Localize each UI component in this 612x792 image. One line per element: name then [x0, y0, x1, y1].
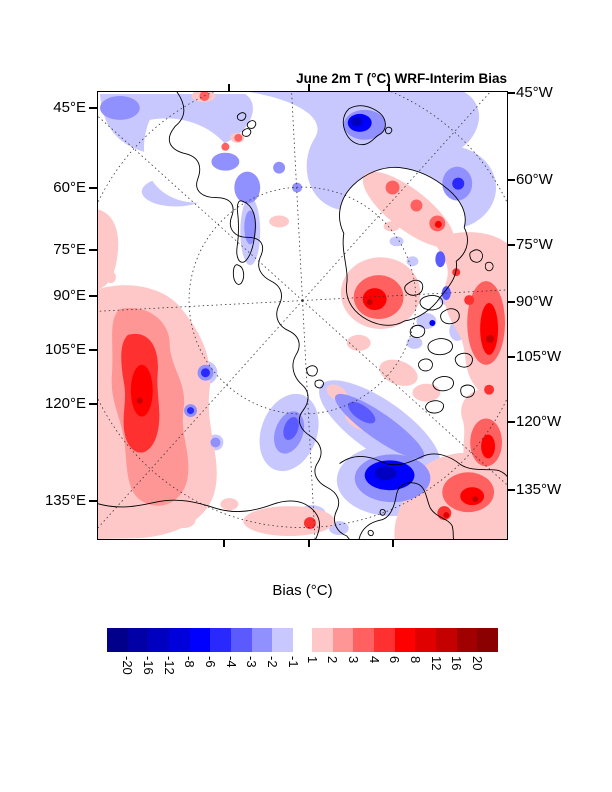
left-axis-label: 45°E — [53, 99, 86, 116]
legend-tick-label: 8 — [407, 656, 423, 664]
legend-color-segment — [415, 628, 437, 652]
right-axis-label: 105°W — [516, 348, 562, 365]
bottom-tick-mark — [223, 540, 225, 547]
left-tick-mark — [89, 500, 97, 502]
top-tick-mark — [388, 84, 390, 91]
legend-tick-label: 4 — [366, 656, 382, 664]
legend-color-segment — [272, 628, 294, 652]
map-frame — [97, 91, 508, 540]
legend-color-segment — [477, 628, 499, 652]
legend-tick-label: 12 — [428, 656, 444, 671]
legend-color-segment — [251, 628, 273, 652]
right-tick-mark — [507, 489, 515, 491]
left-axis-label: 60°E — [53, 179, 86, 196]
right-tick-mark — [507, 301, 515, 303]
right-tick-mark — [507, 244, 515, 246]
top-tick-mark — [308, 84, 310, 91]
legend-color-segment — [456, 628, 478, 652]
legend-tick-label: 6 — [387, 656, 403, 664]
legend-color-segment — [332, 628, 354, 652]
left-axis-label: 90°E — [53, 287, 86, 304]
legend-color-segment — [231, 628, 252, 652]
legend-color-segment — [374, 628, 395, 652]
coastlines — [98, 92, 507, 539]
right-axis-label: 75°W — [516, 236, 553, 253]
legend-color-segment — [436, 628, 457, 652]
right-tick-mark — [507, 356, 515, 358]
right-axis-label: 60°W — [516, 171, 553, 188]
left-axis-label: 135°E — [44, 492, 86, 509]
left-tick-mark — [89, 295, 97, 297]
legend-tick-label: 3 — [345, 656, 361, 664]
legend-tick-label: -20 — [120, 656, 136, 675]
legend-color-segment — [394, 628, 416, 652]
left-axis-label: 75°E — [53, 241, 86, 258]
left-tick-mark — [89, 107, 97, 109]
legend-tick-label: -4 — [223, 656, 239, 668]
legend-tick-label: 20 — [469, 656, 485, 671]
legend-tick-label: -12 — [161, 656, 177, 675]
legend-color-segment — [127, 628, 149, 652]
right-tick-mark — [507, 179, 515, 181]
legend-tick-label: 2 — [325, 656, 341, 664]
legend-tick-label: -6 — [202, 656, 218, 668]
legend-tick-labels: -20 -16 -12 -8 -6 -4 -3 -2 -1 1 2 3 4 6 8 12 16 20 — [107, 656, 499, 690]
right-tick-mark — [507, 92, 515, 94]
legend-tick-label: -1 — [285, 656, 301, 668]
left-axis-label: 120°E — [44, 395, 86, 412]
greenland-blue-specks — [389, 236, 419, 267]
top-tick-mark — [228, 84, 230, 91]
map-title: June 2m T (°C) WRF-Interim Bias — [296, 71, 507, 86]
legend-color-segment — [353, 628, 375, 652]
legend-color-segment — [107, 628, 128, 652]
right-axis-label: 120°W — [516, 413, 562, 430]
legend-tick-label: -16 — [140, 656, 156, 675]
contour-fills-strong-red — [111, 92, 506, 530]
legend-color-segment — [312, 628, 333, 652]
legend-tick-label: -3 — [244, 656, 260, 668]
legend-tick-label: -2 — [264, 656, 280, 668]
legend-negative-colorbar — [107, 628, 294, 652]
left-tick-mark — [89, 349, 97, 351]
left-axis-label: 105°E — [44, 341, 86, 358]
legend-tick-label: 1 — [304, 656, 320, 664]
right-axis-label: 45°W — [516, 84, 553, 101]
bottom-tick-mark — [392, 540, 394, 547]
left-tick-mark — [89, 249, 97, 251]
legend-positive-colorbar — [312, 628, 499, 652]
contour-fills-dark-blue — [99, 95, 473, 503]
legend-color-segment — [169, 628, 190, 652]
left-tick-mark — [89, 187, 97, 189]
legend-tick-label: -8 — [182, 656, 198, 668]
right-axis-label: 90°W — [516, 293, 553, 310]
right-tick-mark — [507, 421, 515, 423]
legend-title: Bias (°C) — [272, 582, 333, 599]
bottom-tick-mark — [308, 540, 310, 547]
graticule — [98, 92, 507, 539]
legend-color-segment — [210, 628, 232, 652]
bias-map-canvas — [98, 92, 507, 539]
legend-tick-label: 16 — [449, 656, 465, 671]
legend-color-segment — [189, 628, 211, 652]
left-tick-mark — [89, 403, 97, 405]
right-axis-label: 135°W — [516, 481, 562, 498]
legend-color-segment — [148, 628, 170, 652]
